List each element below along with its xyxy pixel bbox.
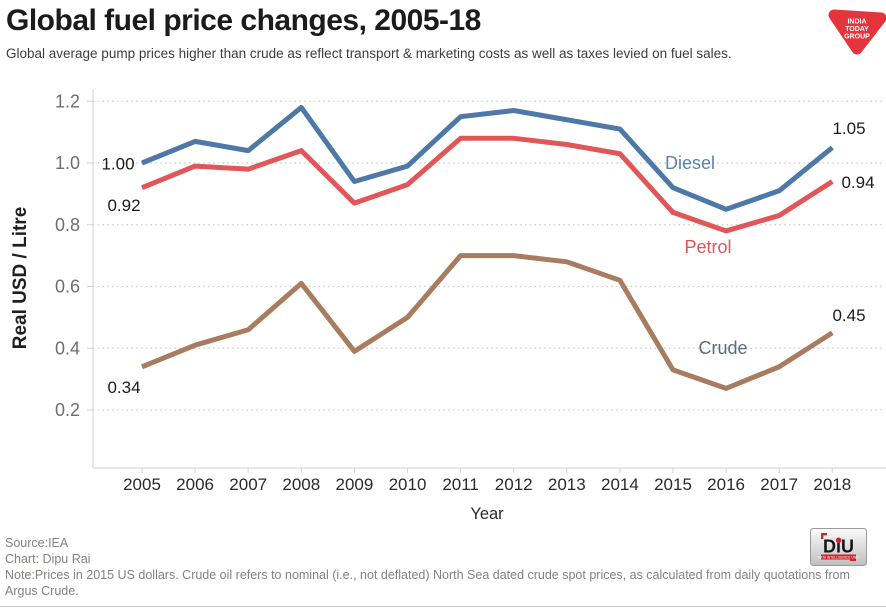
diu-tagline-bar (821, 554, 856, 560)
itg-logo-line1: INDIA (847, 19, 866, 26)
diu-tagline: DATA INTELLIGENCE UNIT (818, 555, 859, 559)
value-label-crude-2018: 0.45 (832, 306, 865, 325)
x-tick-label: 2005 (123, 475, 161, 494)
diu-i-dot (835, 537, 842, 543)
x-tick-label: 2012 (495, 475, 533, 494)
diu-logo-wordmark: DiU (823, 537, 854, 557)
x-axis-title: Year (470, 505, 504, 523)
x-tick-label: 2007 (229, 475, 267, 494)
source-credit: Source:IEA (5, 536, 69, 550)
petrol-line (141, 135, 834, 234)
itg-logo-line2: TODAY (845, 26, 869, 33)
chart-credit: Chart: Dipu Rai (5, 552, 91, 566)
y-tick-label: 0.2 (55, 400, 80, 420)
value-label-petrol-2018: 0.94 (841, 173, 874, 192)
diu-corner-bracket-topleft (821, 533, 827, 539)
y-tick-label: 0.8 (55, 215, 80, 235)
x-tick-label: 2016 (707, 475, 745, 494)
value-label-petrol-2005: 0.92 (107, 196, 140, 215)
x-tick-label: 2014 (601, 475, 639, 494)
value-label-diesel-2005: 1.00 (101, 155, 134, 174)
x-tick-label: 2015 (654, 475, 692, 494)
x-tick-label: 2017 (760, 475, 798, 494)
series-label-diesel: Diesel (665, 153, 715, 173)
itg-logo-line3: GROUP (844, 34, 870, 41)
chart-subtitle: Global average pump prices higher than c… (6, 46, 732, 61)
x-tick-label: 2018 (813, 475, 851, 494)
page-title: Global fuel price changes, 2005-18 (6, 4, 481, 37)
series-label-petrol: Petrol (684, 237, 731, 257)
series-label-crude: Crude (698, 338, 747, 358)
x-tick-label: 2011 (442, 475, 479, 494)
x-tick-label: 2008 (282, 475, 320, 494)
y-tick-label: 1.2 (55, 91, 80, 111)
india-today-group-logo: INDIA TODAY GROUP (828, 9, 886, 55)
footer: Source:IEA Chart: Dipu Rai Note:Prices i… (5, 535, 879, 599)
x-tick-label: 2010 (389, 475, 427, 494)
fuel-price-line-chart: 0.2 0.4 0.6 0.8 1.0 1.2 2005 2006 2007 2008 2009 20… (10, 89, 886, 523)
value-label-diesel-2018: 1.05 (832, 119, 865, 138)
bottom-divider (0, 606, 886, 607)
y-tick-label: 0.6 (55, 277, 80, 297)
itg-logo-triangle (828, 9, 886, 55)
diu-logo: DiU DATA INTELLIGENCE UNIT (810, 528, 867, 566)
value-label-crude-2005: 0.34 (107, 378, 140, 397)
y-tick-label: 1.0 (55, 153, 80, 173)
x-tick-label: 2009 (335, 475, 373, 494)
y-tick-label: 0.4 (55, 338, 80, 358)
crude-line (141, 253, 834, 391)
x-tick-label: 2006 (176, 475, 214, 494)
y-axis-title: Real USD / Litre (10, 207, 31, 350)
diesel-line (141, 104, 834, 212)
x-tick-label: 2013 (548, 475, 586, 494)
footnote: Note:Prices in 2015 US dollars. Crude oi… (5, 568, 850, 598)
